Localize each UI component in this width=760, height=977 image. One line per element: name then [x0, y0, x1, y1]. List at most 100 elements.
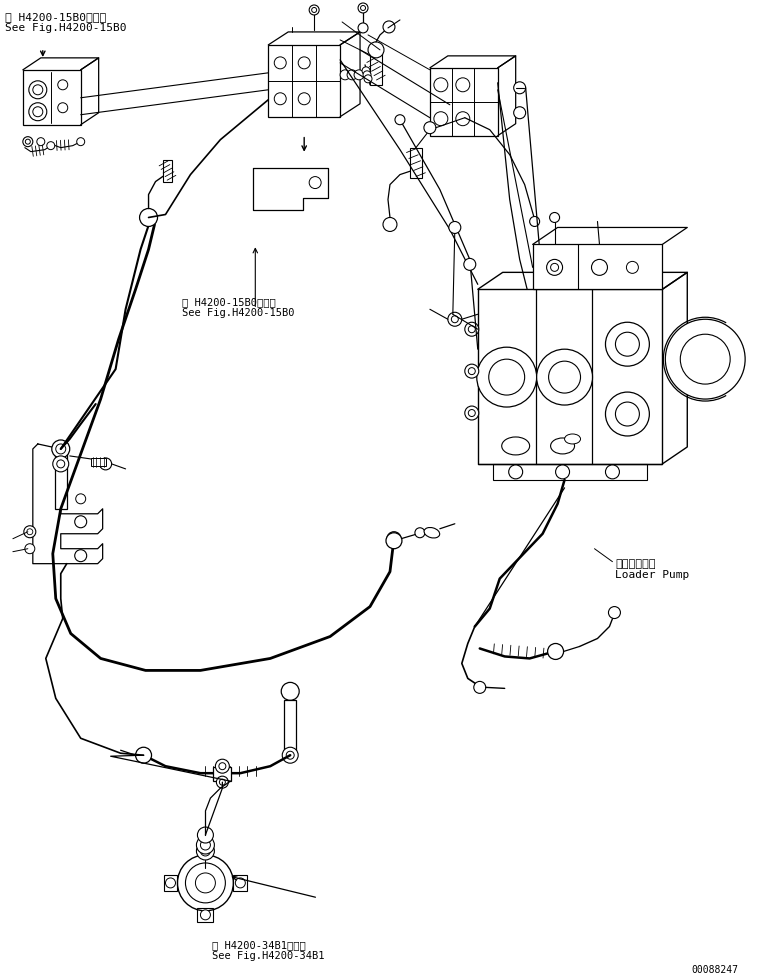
Circle shape: [468, 325, 475, 333]
Circle shape: [196, 836, 214, 854]
Circle shape: [434, 111, 448, 126]
Circle shape: [514, 82, 526, 94]
Circle shape: [198, 828, 214, 843]
Bar: [90, 458, 106, 466]
Circle shape: [25, 139, 30, 145]
Circle shape: [287, 751, 294, 759]
Circle shape: [57, 460, 65, 468]
Circle shape: [23, 137, 33, 147]
Bar: [163, 159, 173, 182]
Circle shape: [549, 213, 559, 223]
Circle shape: [368, 42, 384, 58]
Circle shape: [449, 222, 461, 234]
Circle shape: [465, 406, 479, 420]
Circle shape: [360, 6, 366, 11]
Bar: [233, 875, 247, 891]
Circle shape: [606, 465, 619, 479]
Circle shape: [312, 8, 317, 13]
Ellipse shape: [424, 528, 440, 538]
Circle shape: [556, 465, 569, 479]
Circle shape: [58, 103, 68, 112]
Circle shape: [135, 747, 151, 763]
Circle shape: [201, 910, 211, 919]
Ellipse shape: [550, 438, 575, 454]
Circle shape: [549, 361, 581, 393]
Circle shape: [52, 440, 70, 458]
Circle shape: [220, 780, 226, 786]
Circle shape: [47, 142, 55, 149]
Circle shape: [489, 360, 524, 395]
Circle shape: [456, 78, 470, 92]
Circle shape: [386, 532, 402, 549]
Text: 第 H4200-34B1図参照: 第 H4200-34B1図参照: [212, 940, 306, 950]
Circle shape: [616, 332, 639, 357]
Bar: [430, 67, 498, 136]
Text: 00088247: 00088247: [692, 964, 738, 975]
Circle shape: [415, 528, 425, 537]
Circle shape: [546, 259, 562, 276]
Circle shape: [680, 334, 730, 384]
Circle shape: [358, 22, 368, 33]
Circle shape: [100, 458, 112, 470]
Circle shape: [609, 607, 620, 618]
Circle shape: [477, 347, 537, 407]
Circle shape: [591, 259, 607, 276]
Circle shape: [362, 66, 370, 75]
Circle shape: [309, 5, 319, 15]
Bar: [284, 701, 296, 755]
Circle shape: [473, 681, 486, 694]
Circle shape: [25, 544, 35, 554]
Circle shape: [140, 208, 157, 227]
Circle shape: [77, 138, 84, 146]
Circle shape: [195, 872, 215, 893]
Circle shape: [465, 364, 479, 378]
Circle shape: [606, 392, 649, 436]
Bar: [410, 148, 422, 178]
Circle shape: [74, 516, 87, 528]
Circle shape: [358, 3, 368, 13]
Bar: [478, 289, 662, 464]
Bar: [533, 244, 662, 289]
Text: See Fig.H4200-34B1: See Fig.H4200-34B1: [212, 951, 325, 960]
Circle shape: [282, 747, 298, 763]
Ellipse shape: [565, 434, 581, 444]
Circle shape: [196, 842, 214, 860]
Text: 第 H4200-15B0図参照: 第 H4200-15B0図参照: [5, 12, 106, 21]
Circle shape: [434, 78, 448, 92]
Circle shape: [363, 71, 371, 79]
Circle shape: [665, 319, 745, 399]
Bar: [214, 767, 231, 782]
Circle shape: [24, 526, 36, 537]
Circle shape: [74, 550, 87, 562]
Circle shape: [448, 313, 462, 326]
Text: 第 H4200-15B0図参照: 第 H4200-15B0図参照: [182, 297, 276, 308]
Circle shape: [309, 177, 321, 189]
Bar: [492, 464, 648, 480]
Circle shape: [451, 316, 458, 322]
Circle shape: [29, 81, 47, 99]
Circle shape: [274, 93, 287, 105]
Circle shape: [354, 69, 364, 80]
Circle shape: [364, 75, 372, 83]
Circle shape: [27, 529, 33, 534]
Text: Loader Pump: Loader Pump: [616, 570, 689, 579]
Circle shape: [298, 93, 310, 105]
Bar: [268, 45, 340, 116]
Circle shape: [281, 682, 299, 701]
Circle shape: [52, 456, 68, 472]
Circle shape: [383, 21, 395, 33]
Bar: [163, 875, 178, 891]
Circle shape: [201, 846, 211, 856]
Circle shape: [347, 69, 357, 80]
Circle shape: [616, 403, 639, 426]
Circle shape: [626, 262, 638, 274]
Circle shape: [29, 103, 47, 121]
Circle shape: [58, 80, 68, 90]
Text: ローダポンプ: ローダポンプ: [616, 559, 656, 569]
Circle shape: [33, 85, 43, 95]
Bar: [198, 908, 214, 922]
Circle shape: [76, 493, 86, 504]
Bar: [370, 50, 382, 85]
Circle shape: [215, 759, 230, 773]
Circle shape: [530, 217, 540, 227]
